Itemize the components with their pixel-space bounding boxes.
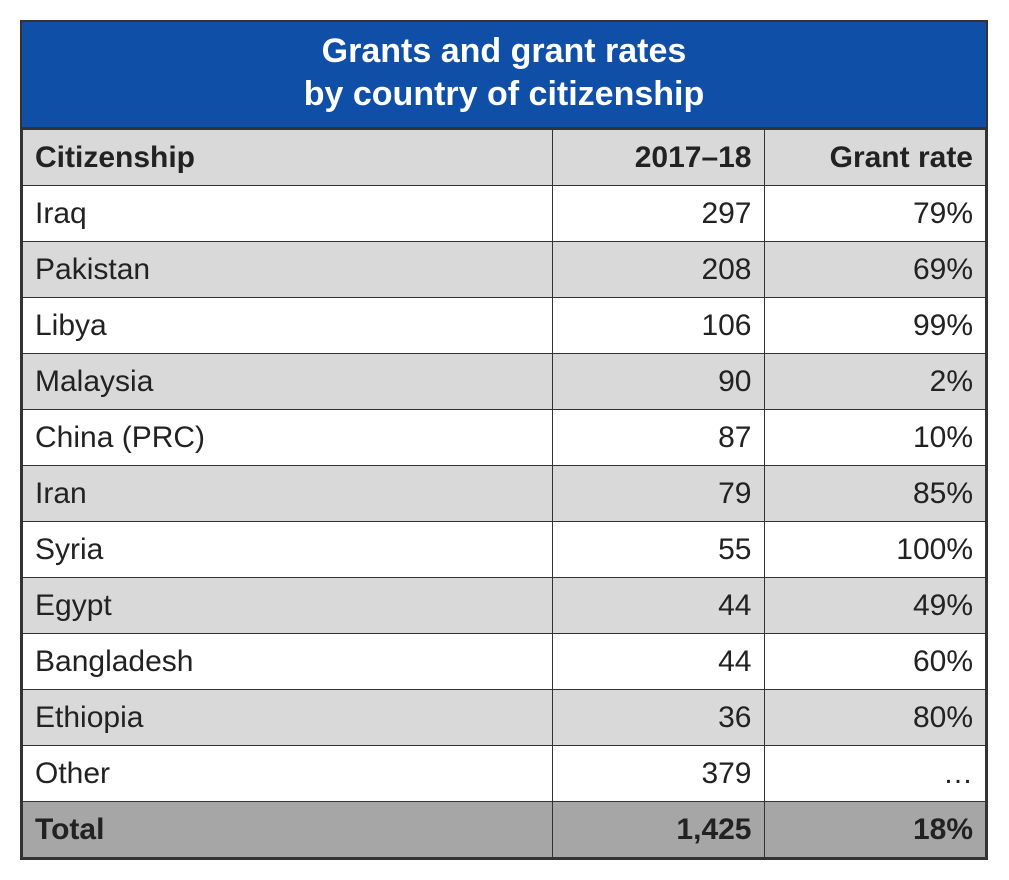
table-row: Iran 79 85% (23, 466, 986, 522)
cell-rate: 10% (764, 410, 986, 466)
cell-count: 106 (552, 298, 764, 354)
cell-rate: 18% (764, 802, 986, 858)
cell-rate: … (764, 746, 986, 802)
cell-count: 90 (552, 354, 764, 410)
cell-rate: 60% (764, 634, 986, 690)
data-table: Citizenship 2017–18 Grant rate Iraq 297 … (22, 129, 986, 858)
table-row: Libya 106 99% (23, 298, 986, 354)
cell-count: 87 (552, 410, 764, 466)
cell-citizenship: Egypt (23, 578, 553, 634)
cell-citizenship: Libya (23, 298, 553, 354)
cell-citizenship: Iraq (23, 186, 553, 242)
cell-citizenship: China (PRC) (23, 410, 553, 466)
cell-citizenship: Iran (23, 466, 553, 522)
total-row: Total 1,425 18% (23, 802, 986, 858)
header-row: Citizenship 2017–18 Grant rate (23, 130, 986, 186)
cell-citizenship: Total (23, 802, 553, 858)
cell-count: 208 (552, 242, 764, 298)
cell-rate: 85% (764, 466, 986, 522)
table-row: Iraq 297 79% (23, 186, 986, 242)
cell-citizenship: Pakistan (23, 242, 553, 298)
cell-rate: 100% (764, 522, 986, 578)
cell-citizenship: Other (23, 746, 553, 802)
cell-rate: 2% (764, 354, 986, 410)
table-row: Bangladesh 44 60% (23, 634, 986, 690)
cell-count: 44 (552, 578, 764, 634)
cell-citizenship: Bangladesh (23, 634, 553, 690)
cell-count: 297 (552, 186, 764, 242)
cell-count: 44 (552, 634, 764, 690)
table-row: Syria 55 100% (23, 522, 986, 578)
cell-rate: 80% (764, 690, 986, 746)
table-row: Other 379 … (23, 746, 986, 802)
cell-rate: 49% (764, 578, 986, 634)
cell-rate: 79% (764, 186, 986, 242)
cell-count: 36 (552, 690, 764, 746)
title-line-2: by country of citizenship (304, 75, 704, 113)
cell-citizenship: Ethiopia (23, 690, 553, 746)
cell-count: 379 (552, 746, 764, 802)
cell-count: 55 (552, 522, 764, 578)
table-row: Malaysia 90 2% (23, 354, 986, 410)
col-rate: Grant rate (764, 130, 986, 186)
cell-rate: 69% (764, 242, 986, 298)
table-row: China (PRC) 87 10% (23, 410, 986, 466)
table-row: Pakistan 208 69% (23, 242, 986, 298)
cell-count: 1,425 (552, 802, 764, 858)
table-row: Egypt 44 49% (23, 578, 986, 634)
col-count: 2017–18 (552, 130, 764, 186)
table-title: Grants and grant rates by country of cit… (22, 22, 986, 129)
title-line-1: Grants and grant rates (322, 32, 687, 70)
cell-count: 79 (552, 466, 764, 522)
grants-table: Grants and grant rates by country of cit… (20, 20, 988, 860)
col-citizenship: Citizenship (23, 130, 553, 186)
cell-citizenship: Syria (23, 522, 553, 578)
cell-rate: 99% (764, 298, 986, 354)
cell-citizenship: Malaysia (23, 354, 553, 410)
table-row: Ethiopia 36 80% (23, 690, 986, 746)
